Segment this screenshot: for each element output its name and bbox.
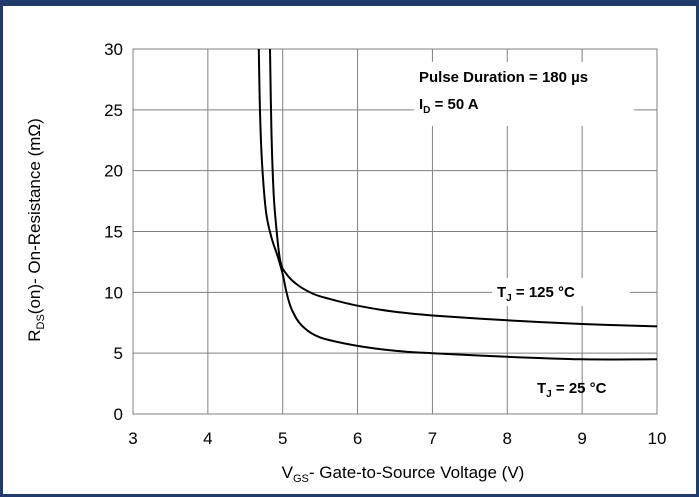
annotation-pulse-duration: Pulse Duration = 180 µs bbox=[419, 69, 588, 86]
series-label-tj-125: TJ = 125 °C bbox=[497, 284, 575, 304]
x-tick-label: 3 bbox=[128, 429, 137, 448]
series-label-tj-25: TJ = 25 °C bbox=[537, 380, 607, 400]
y-tick-label: 5 bbox=[114, 344, 123, 363]
x-axis-label: VGS- Gate-to-Source Voltage (V) bbox=[282, 463, 525, 485]
y-tick-label: 20 bbox=[104, 162, 123, 181]
x-tick-label: 5 bbox=[278, 429, 287, 448]
x-tick-label: 10 bbox=[648, 429, 667, 448]
x-tick-labels: 3 4 5 6 7 8 9 10 bbox=[128, 429, 666, 448]
series-line-0 bbox=[269, 48, 658, 328]
annotation-background bbox=[414, 62, 634, 126]
series-lines bbox=[257, 48, 658, 361]
x-tick-label: 8 bbox=[503, 429, 512, 448]
annotation-id-main: I bbox=[419, 96, 423, 113]
y-tick-label: 10 bbox=[104, 283, 123, 302]
series-label-125-background bbox=[492, 278, 630, 306]
annotation-drain-current: ID = 50 A bbox=[419, 96, 479, 116]
y-tick-labels: 0 5 10 15 20 25 30 bbox=[104, 40, 123, 424]
x-tick-label: 7 bbox=[428, 429, 437, 448]
y-tick-label: 25 bbox=[104, 101, 123, 120]
grid-lines bbox=[132, 48, 658, 415]
y-tick-label: 15 bbox=[104, 223, 123, 242]
y-tick-label: 30 bbox=[104, 40, 123, 59]
x-tick-label: 4 bbox=[203, 429, 212, 448]
y-tick-label: 0 bbox=[114, 405, 123, 424]
annotation-id-rest: = 50 A bbox=[430, 96, 478, 113]
plot-area-border bbox=[132, 48, 658, 415]
y-axis-label: RDS(on)- On-Resistance (mΩ) bbox=[25, 118, 47, 342]
x-tick-label: 6 bbox=[353, 429, 362, 448]
x-tick-label: 9 bbox=[577, 429, 586, 448]
series-line-1 bbox=[257, 48, 658, 361]
annotation-id-sub: D bbox=[423, 105, 430, 116]
